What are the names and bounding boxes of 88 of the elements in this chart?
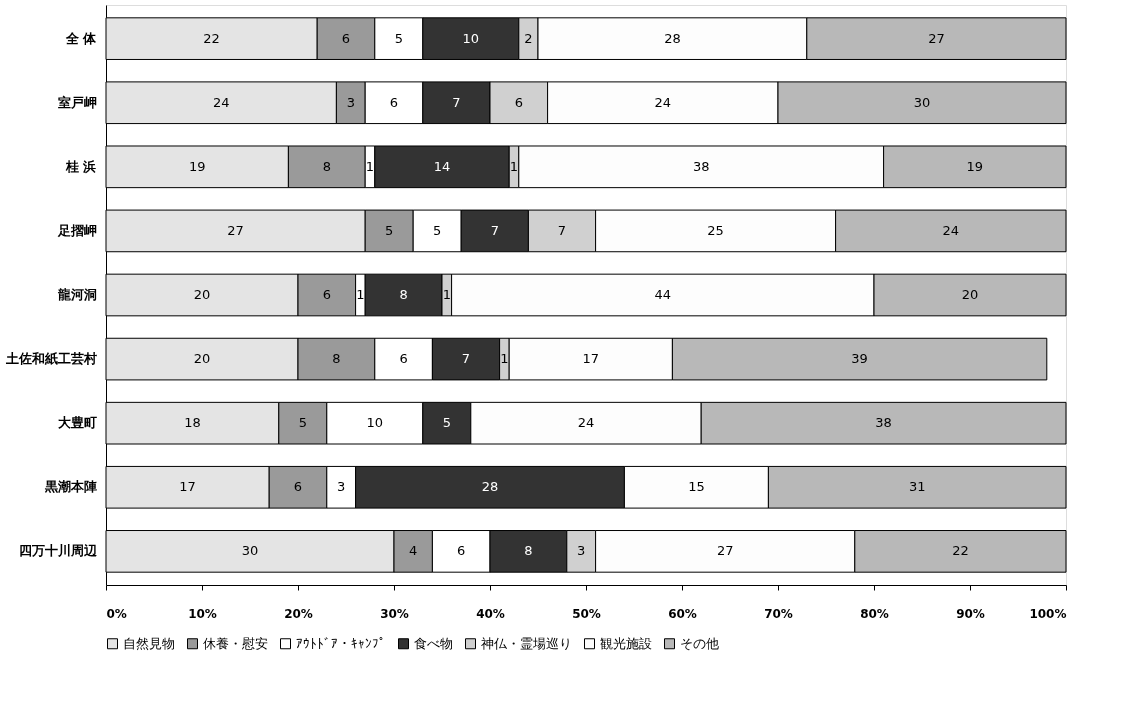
legend-label: 神仏・霊場巡り [481, 635, 572, 651]
y-tick-label: 室戸岬 [57, 94, 97, 110]
data-label: 3 [346, 94, 355, 110]
data-label: 6 [457, 543, 466, 559]
y-tick-label: 四万十川周辺 [18, 543, 98, 559]
data-label: 44 [654, 287, 672, 302]
data-label: 17 [582, 351, 600, 367]
data-label: 8 [399, 287, 408, 302]
data-label: 1 [442, 287, 451, 302]
data-label: 6 [322, 287, 331, 302]
data-label: 15 [688, 479, 705, 495]
data-label: 3 [337, 479, 346, 495]
data-label: 4 [409, 543, 418, 559]
data-label: 5 [442, 415, 451, 431]
data-label: 27 [227, 222, 244, 238]
y-tick-label: 土佐和紙工芸村 [4, 351, 97, 367]
data-label: 1 [500, 351, 509, 367]
data-label: 5 [433, 222, 442, 238]
data-label: 25 [707, 222, 724, 238]
y-tick-label: 黒潮本陣 [43, 479, 97, 495]
data-label: 19 [188, 158, 206, 174]
y-tick-label: 龍河洞 [56, 287, 97, 302]
x-tick-label: 60% [668, 606, 697, 621]
data-label: 31 [908, 479, 926, 495]
data-label: 38 [692, 158, 710, 174]
y-tick-label: 大豊町 [57, 415, 97, 431]
data-label: 20 [961, 287, 979, 302]
data-label: 6 [514, 94, 523, 110]
data-label: 5 [298, 415, 307, 431]
x-tick-label: 30% [380, 606, 409, 621]
data-label: 7 [461, 351, 471, 367]
y-tick-label: 足摺岬 [56, 222, 97, 238]
data-label: 5 [394, 30, 403, 46]
data-label: 10 [462, 30, 480, 46]
data-label: 24 [212, 94, 230, 110]
x-tick-label: 80% [860, 606, 889, 621]
data-label: 1 [509, 158, 519, 174]
data-label: 27 [928, 30, 945, 46]
legend-label: 観光施設 [600, 635, 652, 651]
data-label: 2 [524, 30, 533, 46]
data-label: 3 [577, 543, 586, 559]
data-label: 7 [452, 94, 461, 110]
x-tick-label: 40% [476, 606, 505, 621]
data-label: 7 [557, 222, 567, 238]
x-tick-label: 50% [572, 606, 601, 621]
data-label: 10 [366, 415, 384, 431]
data-label: 22 [952, 543, 969, 559]
data-label: 8 [322, 158, 331, 174]
data-label: 30 [913, 94, 931, 110]
data-label: 38 [875, 415, 892, 431]
data-label: 14 [433, 158, 451, 174]
data-label: 28 [481, 479, 499, 495]
data-label: 20 [193, 351, 211, 367]
data-label: 6 [293, 479, 303, 495]
data-label: 8 [524, 543, 533, 559]
data-label: 39 [851, 351, 868, 367]
data-label: 6 [389, 94, 399, 110]
data-label: 22 [203, 30, 220, 46]
legend-label: 食べ物 [414, 635, 453, 651]
data-label: 18 [184, 415, 201, 431]
x-tick-label: 70% [764, 606, 793, 621]
x-tick-label: 0% [106, 606, 127, 621]
legend-label: その他 [680, 635, 719, 651]
data-label: 5 [385, 222, 394, 238]
x-tick-label: 20% [284, 606, 313, 621]
data-label: 28 [664, 30, 681, 46]
data-label: 19 [966, 158, 984, 174]
data-label: 27 [716, 543, 734, 559]
data-label: 6 [399, 351, 408, 367]
data-label: 24 [577, 415, 595, 431]
data-label: 1 [365, 158, 375, 174]
x-tick-label: 100% [1029, 606, 1067, 621]
data-label: 20 [193, 287, 211, 302]
data-label: 1 [356, 287, 365, 302]
data-label: 7 [490, 222, 499, 238]
data-label: 30 [241, 543, 259, 559]
data-label: 24 [942, 222, 960, 238]
x-tick-label: 90% [956, 606, 985, 621]
data-label: 24 [654, 94, 672, 110]
data-label: 6 [341, 30, 351, 46]
y-tick-label: 桂 浜 [64, 158, 97, 174]
data-label: 17 [179, 479, 196, 495]
legend-label: ｱｳﾄﾄﾞｱ・ｷｬﾝﾌﾟ [296, 635, 386, 651]
legend-label: 休養・慰安 [203, 635, 268, 651]
data-label: 8 [332, 351, 341, 367]
y-tick-label: 全 体 [64, 30, 98, 46]
legend-label: 自然見物 [123, 635, 175, 651]
x-tick-label: 10% [188, 606, 217, 621]
